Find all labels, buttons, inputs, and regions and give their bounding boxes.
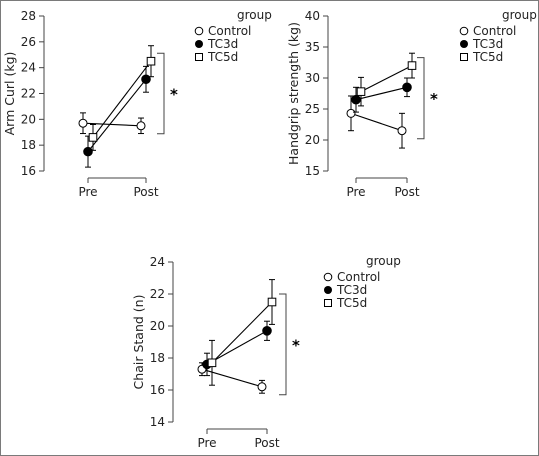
legend-marker bbox=[194, 26, 204, 36]
series-line-tc3d bbox=[87, 78, 147, 152]
y-tick-label: 20 bbox=[21, 112, 36, 126]
data-point-tc5d bbox=[146, 56, 156, 66]
significance-marker: * bbox=[430, 90, 438, 108]
data-point-control bbox=[346, 108, 356, 118]
y-tick-label: 40 bbox=[305, 9, 320, 23]
significance-bracket bbox=[279, 293, 287, 396]
series-line-tc3d bbox=[206, 330, 268, 365]
y-tick-label: 18 bbox=[21, 138, 36, 152]
x-tick-label: Post bbox=[254, 436, 279, 450]
chart-panel-3: 14 16 18 20 22 24 Chair Stand (n) Pre Post * group… bbox=[131, 254, 401, 450]
y-tick-label: 30 bbox=[305, 71, 320, 85]
data-point-control bbox=[397, 126, 407, 136]
significance-bracket bbox=[417, 57, 425, 140]
legend-marker bbox=[195, 53, 203, 61]
y-tick-label: 22 bbox=[21, 87, 36, 101]
data-point-tc5d bbox=[407, 61, 417, 70]
legend-title: group bbox=[237, 8, 272, 22]
y-tick-label: 26 bbox=[21, 35, 36, 49]
y-tick-label: 35 bbox=[305, 40, 320, 54]
y-tick-label: 22 bbox=[150, 287, 165, 301]
y-tick-label: 16 bbox=[21, 164, 36, 178]
series-line-tc3d bbox=[355, 86, 408, 101]
y-tick-label: 25 bbox=[305, 102, 320, 116]
significance-bracket bbox=[157, 52, 165, 135]
legend-marker bbox=[195, 40, 203, 48]
y-tick-label: 24 bbox=[21, 61, 36, 75]
chart-panel-1: 16 18 20 22 24 26 28 Arm Curl (kg) Pre Post * group… bbox=[2, 8, 272, 199]
legend-marker bbox=[459, 26, 469, 36]
legend-label: TC5d bbox=[472, 50, 503, 64]
series-line-control bbox=[350, 112, 403, 132]
y-tick-label: 14 bbox=[150, 415, 165, 429]
data-point-tc5d bbox=[207, 358, 217, 368]
data-point-control bbox=[136, 121, 146, 131]
series-line-control bbox=[201, 368, 263, 388]
x-tick-label: Post bbox=[394, 185, 419, 199]
y-tick-label: 24 bbox=[150, 255, 165, 269]
data-point-tc3d bbox=[351, 94, 361, 105]
x-tick-label: Pre bbox=[78, 185, 97, 199]
y-tick-label: 20 bbox=[150, 319, 165, 333]
series-line-control bbox=[82, 122, 142, 127]
legend-title: group bbox=[366, 254, 401, 268]
legend-label: Control bbox=[473, 24, 516, 38]
y-axis-label: Arm Curl (kg) bbox=[2, 52, 17, 136]
legend-marker bbox=[323, 272, 333, 282]
data-point-tc3d bbox=[262, 326, 272, 336]
data-point-tc5d bbox=[356, 87, 366, 96]
y-tick-label: 15 bbox=[305, 164, 320, 178]
legend-marker bbox=[324, 299, 332, 307]
y-axis-label: Handgrip strength (kg) bbox=[286, 22, 301, 165]
x-tick-label: Post bbox=[133, 185, 158, 199]
data-point-tc5d bbox=[267, 297, 277, 307]
data-point-control bbox=[257, 382, 267, 392]
series-line-tc5d bbox=[92, 60, 152, 138]
legend-label: TC3d bbox=[336, 283, 367, 297]
legend-title: group bbox=[502, 8, 537, 22]
y-axis-label: Chair Stand (n) bbox=[131, 295, 146, 390]
series-line-tc5d bbox=[211, 301, 273, 364]
legend-label: TC3d bbox=[207, 37, 238, 51]
legend-label: Control bbox=[337, 270, 380, 284]
y-tick-label: 18 bbox=[150, 351, 165, 365]
data-point-tc3d bbox=[402, 82, 412, 93]
significance-marker: * bbox=[292, 336, 300, 354]
data-point-tc3d bbox=[83, 146, 93, 157]
significance-marker: * bbox=[170, 86, 178, 104]
data-point-control bbox=[78, 118, 88, 128]
x-tick-label: Pre bbox=[346, 185, 365, 199]
legend-marker bbox=[460, 53, 468, 61]
series-line-tc5d bbox=[360, 65, 413, 93]
y-tick-label: 20 bbox=[305, 133, 320, 147]
legend-label: Control bbox=[208, 24, 251, 38]
chart-panel-2: 15 20 25 30 35 40 Handgrip strength (kg) Pre Pos… bbox=[286, 8, 537, 199]
legend-label: TC3d bbox=[472, 37, 503, 51]
x-tick-label: Pre bbox=[197, 436, 216, 450]
legend-marker bbox=[324, 286, 332, 294]
legend-label: TC5d bbox=[207, 50, 238, 64]
data-point-tc5d bbox=[88, 133, 98, 142]
legend-label: TC5d bbox=[336, 296, 367, 310]
y-tick-label: 16 bbox=[150, 383, 165, 397]
y-tick-label: 28 bbox=[21, 9, 36, 23]
legend-marker bbox=[460, 40, 468, 48]
